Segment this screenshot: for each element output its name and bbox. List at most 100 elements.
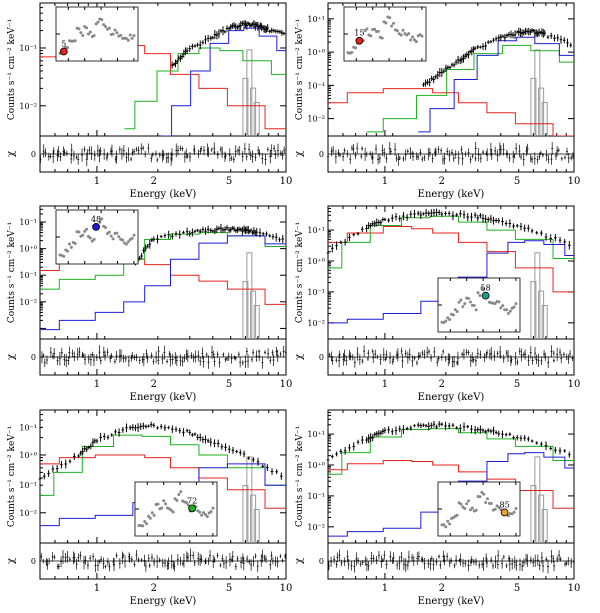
y-axis-label: Counts s⁻¹ cm⁻² keV⁻¹ [7,222,17,323]
inset-point [482,288,486,292]
inset-point [98,220,102,224]
inset-point [455,309,459,313]
inset-point [160,506,164,510]
inset-frame [55,6,139,62]
inset-point [148,516,152,520]
inset-point [77,27,81,31]
blue-model-curve [161,27,286,136]
line-component [534,252,541,339]
inset-point [77,230,81,234]
green-model-curve [328,428,574,475]
inset-point [407,32,411,36]
line-component [253,508,260,543]
inset-point [115,231,119,235]
inset-point [373,27,377,31]
inset-point [451,313,455,317]
inset-lightcurve: 5 [55,6,139,62]
inset-point [448,317,452,321]
x-tick-label: 5 [514,176,520,187]
blue-model-curve [40,235,286,331]
inset-marker [59,47,68,56]
inset-point [399,33,403,37]
inset-point [482,492,486,496]
inset-point [390,24,394,28]
residual-tick-label: 0 [31,353,36,362]
inset-point [162,499,166,503]
line-component [541,508,548,543]
inset-point [461,305,465,309]
inset-lightcurve: 58 [437,277,521,333]
inset-point [388,16,392,20]
y-tick-label: 10⁺⁰ [19,451,37,460]
inset-point [83,229,87,233]
inset-point [506,311,510,315]
inset-point [102,23,106,27]
x-tick-label: 2 [151,379,157,390]
inset-point [107,230,111,234]
inset-point [96,20,100,24]
x-tick-label: 2 [151,176,157,187]
inset-point [69,245,73,249]
x-tick-label: 1 [382,176,388,187]
spectrum-panel-6: 1 2 5 10 Energy (keV) 10⁺¹ 10⁺⁰ 10⁻¹ 10⁻²Counts … [294,409,580,607]
x-tick-label: 1 [94,176,100,187]
inset-point [474,308,478,312]
red-model-curve [40,454,286,509]
y-tick-label: 10⁻¹ [19,44,37,53]
inset-point [130,236,134,240]
x-tick-label: 1 [94,583,100,594]
inset-point [169,508,173,512]
inset-marker [355,36,364,45]
inset-point [486,497,490,501]
y-tick-label: 10⁻² [19,509,37,518]
y-tick-label: 10⁻² [307,115,325,124]
inset-point [130,36,134,40]
blue-model-curve [328,452,574,537]
inset-point [395,29,399,33]
inset-frame [55,209,139,265]
inset-point [365,27,369,31]
inset-point [448,522,452,526]
residual-axis-label: χ [294,354,305,360]
x-tick-label: 2 [439,176,445,187]
inset-point [459,298,463,302]
inset-point [100,217,104,221]
line-component [242,281,249,339]
inset-point [455,513,459,517]
inset-point [81,233,85,237]
line-component [246,456,253,543]
residual-tick-label: 0 [319,150,324,159]
inset-point [200,513,204,517]
inset-point [143,520,147,524]
inset-point [94,22,98,26]
inset-point [506,514,510,518]
y-tick-label: 10⁻¹ [19,423,37,432]
inset-point [88,236,92,240]
inset-point [67,242,71,246]
line-component [250,87,257,136]
x-tick-label: 5 [226,379,232,390]
red-model-curve [328,226,574,293]
inset-point [411,35,415,39]
inset-point [499,306,503,310]
line-component [250,494,257,543]
inset-point [444,319,448,323]
inset-point [145,522,149,526]
y-tick-label: 10⁺⁰ [19,245,37,254]
x-tick-label: 10 [568,379,581,390]
inset-point [384,21,388,25]
x-tick-label: 1 [94,379,100,390]
inset-point [497,506,501,510]
inset-point [88,30,92,34]
inset-point [493,507,497,511]
inset-point [459,502,463,506]
inset-point [489,501,493,505]
inset-epoch-label: 48 [91,215,101,224]
spectrum-panel-5: 1 2 5 10 Energy (keV) 10⁻¹ 10⁺⁰ 10⁻¹ 10⁻²Counts … [6,409,292,607]
y-tick-label: 10⁺⁰ [307,48,325,57]
inset-epoch-label: 85 [500,500,510,509]
y-tick-label: 10⁺⁰ [307,461,325,470]
inset-point [141,524,145,528]
line-component [253,304,260,339]
